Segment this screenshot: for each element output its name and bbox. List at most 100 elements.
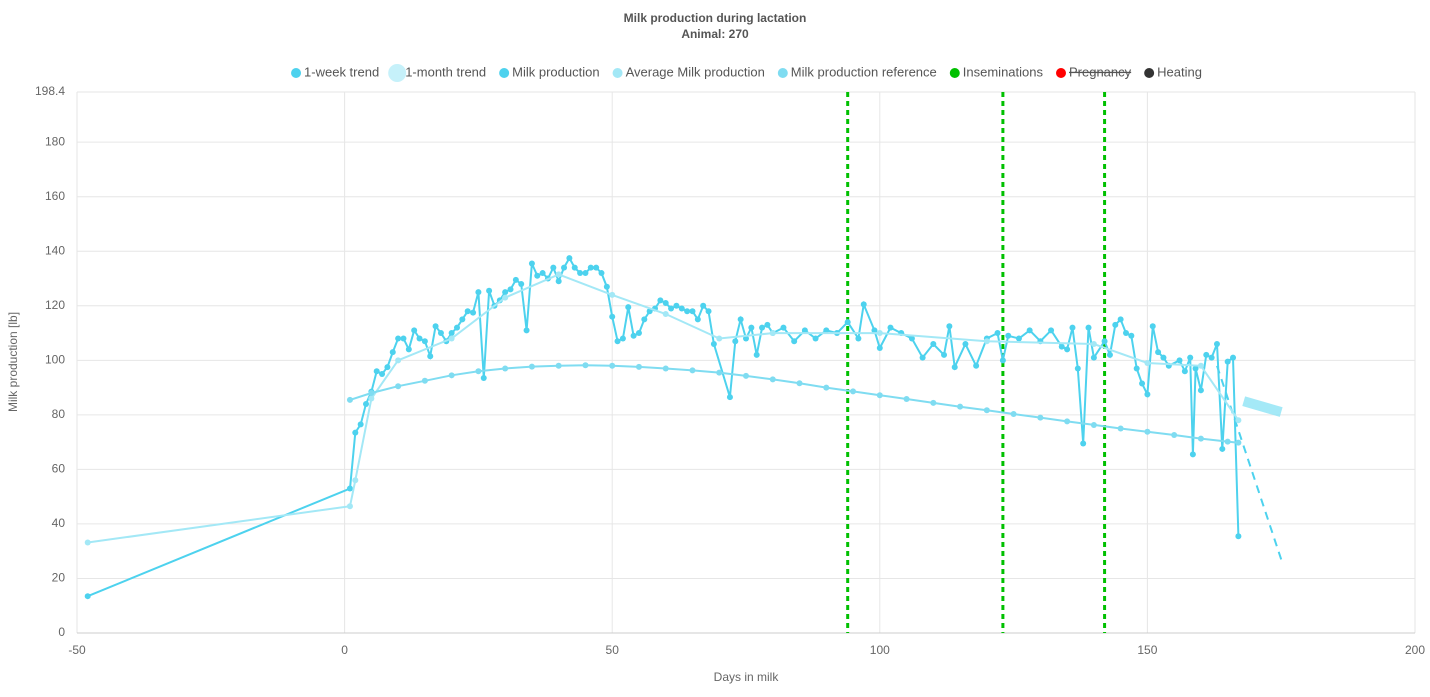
data-point — [1235, 439, 1242, 446]
data-point — [1090, 421, 1097, 428]
data-point — [694, 316, 701, 323]
x-tick-label: 200 — [1405, 643, 1425, 657]
data-point — [705, 308, 712, 315]
data-point — [609, 291, 616, 298]
legend-item[interactable]: Average Milk production — [612, 64, 765, 79]
legend-item[interactable]: 1-week trend — [291, 64, 379, 79]
series-line — [87, 256, 1240, 598]
data-point — [577, 270, 584, 277]
data-point — [1224, 438, 1231, 445]
legend-marker — [388, 64, 407, 82]
data-point — [1090, 354, 1097, 361]
data-point — [908, 335, 915, 342]
data-point — [1219, 445, 1226, 452]
series-line — [1242, 396, 1283, 417]
data-point — [780, 324, 787, 331]
legend-item[interactable]: 1-month trend — [388, 64, 486, 82]
y-tick-label: 100 — [45, 352, 65, 366]
legend-label: Heating — [1157, 64, 1202, 79]
data-point — [876, 345, 883, 352]
data-point — [84, 593, 91, 600]
data-point — [528, 363, 535, 370]
legend-item[interactable]: Milk production — [499, 64, 600, 79]
data-point — [668, 305, 675, 312]
data-point — [716, 369, 723, 376]
data-point — [1144, 391, 1151, 398]
legend-item[interactable]: Pregnancy — [1055, 64, 1132, 79]
data-point — [796, 380, 803, 387]
data-point — [844, 319, 851, 326]
data-point — [1197, 387, 1204, 394]
data-point — [598, 270, 605, 277]
data-point — [1197, 435, 1204, 442]
data-point — [400, 335, 407, 342]
data-point — [1213, 340, 1220, 347]
data-point — [1048, 327, 1055, 334]
data-point — [502, 365, 509, 372]
x-tick-label: 50 — [606, 643, 620, 657]
legend-label: 1-month trend — [405, 64, 486, 79]
legend-label: Inseminations — [963, 64, 1044, 79]
data-point — [389, 349, 396, 356]
data-point — [743, 372, 749, 379]
data-point — [662, 300, 669, 307]
data-point — [812, 335, 819, 342]
data-point — [850, 388, 857, 395]
data-point — [700, 302, 707, 309]
data-point — [1187, 354, 1194, 361]
data-point — [1224, 358, 1231, 365]
data-point — [518, 280, 525, 287]
chart-title: Milk production during lactation — [624, 11, 807, 25]
legend-item[interactable]: Inseminations — [949, 64, 1044, 79]
data-point — [1117, 316, 1124, 323]
data-point — [1064, 346, 1071, 353]
y-tick-label: 40 — [52, 516, 66, 530]
data-point — [470, 309, 477, 316]
data-point — [346, 503, 353, 510]
data-point — [480, 375, 487, 382]
data-point — [1026, 327, 1033, 334]
legend-marker — [1055, 68, 1066, 78]
data-point — [973, 362, 980, 369]
data-point — [999, 357, 1006, 364]
data-point — [823, 384, 830, 391]
data-point — [769, 376, 776, 383]
data-point — [464, 308, 471, 315]
data-point — [625, 304, 632, 311]
data-point — [930, 399, 937, 406]
data-point — [587, 264, 594, 271]
y-tick-label: 0 — [58, 625, 65, 639]
data-point — [405, 346, 412, 353]
data-point — [1160, 354, 1167, 361]
data-point — [571, 264, 578, 271]
data-point — [716, 335, 723, 342]
data-point — [662, 310, 669, 317]
data-point — [957, 403, 964, 410]
data-point — [1101, 338, 1108, 345]
data-point — [876, 330, 883, 337]
data-point — [1230, 354, 1237, 361]
data-point — [352, 477, 359, 484]
legend-label: 1-week trend — [304, 64, 379, 79]
legend-item[interactable]: Heating — [1144, 64, 1202, 79]
data-point — [448, 372, 455, 379]
data-point — [1139, 380, 1146, 387]
y-tick-label: 80 — [52, 407, 66, 421]
data-point — [1144, 360, 1151, 367]
data-point — [373, 368, 380, 375]
legend-label: Milk production — [512, 64, 599, 79]
data-point — [395, 357, 402, 364]
data-point — [983, 338, 990, 345]
legend-item[interactable]: Milk production reference — [777, 64, 937, 79]
data-point — [84, 539, 91, 546]
y-tick-label: 20 — [52, 571, 66, 585]
data-point — [1058, 343, 1065, 350]
data-point — [357, 421, 364, 428]
data-point — [641, 316, 648, 323]
chart-subtitle: Animal: 270 — [681, 27, 749, 41]
data-point — [1010, 411, 1017, 418]
data-point — [561, 264, 568, 271]
x-axis-label: Days in milk — [714, 670, 780, 684]
data-point — [566, 255, 573, 262]
data-point — [764, 321, 771, 328]
